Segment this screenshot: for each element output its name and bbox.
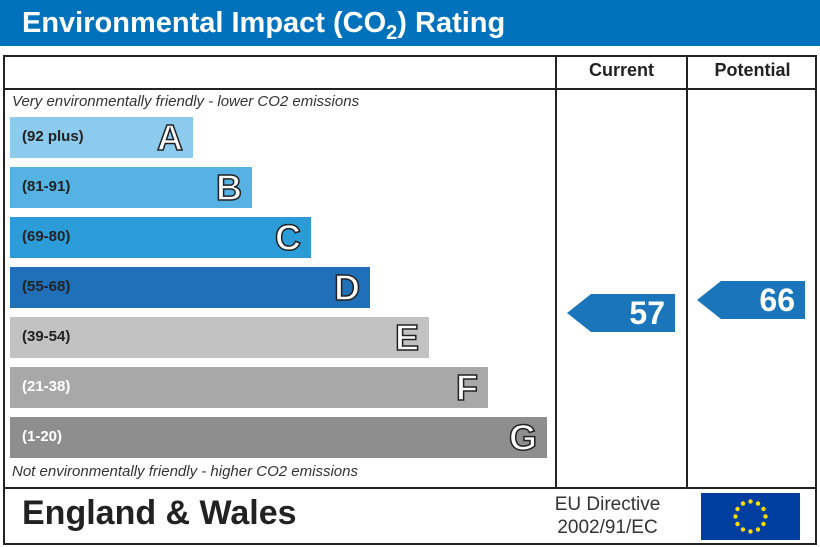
band-range: (1-20) (22, 428, 63, 445)
rating-table (3, 55, 817, 545)
rating-value: 66 (759, 282, 795, 318)
star-icon (755, 527, 761, 532)
star-icon (735, 506, 740, 512)
divider (686, 55, 688, 489)
directive-line1: EU Directive (554, 494, 661, 515)
region-label: England & Wales (22, 494, 297, 532)
band-letter: D (333, 266, 361, 309)
band-bar-d: (55-68) D (10, 266, 370, 309)
star-icon (740, 527, 746, 532)
band-range: (92 plus) (22, 128, 84, 145)
band-range: (39-54) (22, 328, 71, 345)
rating-value: 57 (629, 295, 665, 331)
bottom-note: Not environmentally friendly - higher CO… (12, 463, 358, 480)
band-letter: A (156, 116, 184, 159)
star-icon (748, 499, 753, 504)
band-range: (81-91) (22, 178, 71, 195)
eu-directive: EU Directive 2002/91/EC (525, 493, 690, 539)
band-range: (69-80) (22, 228, 71, 245)
band-letter: C (274, 216, 302, 259)
eu-flag-icon (701, 493, 800, 540)
divider (3, 88, 817, 90)
star-icon (748, 529, 753, 534)
band-range: (55-68) (22, 278, 71, 295)
chart-title: Environmental Impact (CO2) Rating (0, 0, 820, 46)
star-icon (733, 514, 738, 519)
star-icon (735, 521, 740, 527)
band-letter: G (508, 416, 538, 459)
band-bar-f: (21-38) F (10, 366, 488, 409)
divider (555, 55, 557, 489)
potential-column-header: Potential (714, 60, 791, 80)
star-icon (755, 501, 761, 506)
band-bar-a: (92 plus) A (10, 116, 193, 159)
directive-line2: 2002/91/EC (557, 517, 658, 538)
band-bar-c: (69-80) C (10, 216, 311, 259)
band-letter: B (215, 166, 243, 209)
band-letter: F (455, 366, 479, 409)
band-range: (21-38) (22, 378, 71, 395)
current-column-header: Current (588, 60, 654, 80)
star-icon (740, 501, 746, 506)
band-bar-b: (81-91) B (10, 166, 252, 209)
top-note: Very environmentally friendly - lower CO… (12, 93, 360, 110)
divider (3, 487, 817, 489)
current-rating-arrow: 57 (567, 294, 675, 332)
band-bar-e: (39-54) E (10, 316, 429, 359)
band-bar-g: (1-20) G (10, 416, 547, 459)
band-letter: E (394, 316, 420, 359)
potential-rating-arrow: 66 (697, 281, 805, 319)
star-icon (761, 506, 766, 512)
star-icon (761, 521, 766, 527)
star-icon (763, 514, 768, 519)
